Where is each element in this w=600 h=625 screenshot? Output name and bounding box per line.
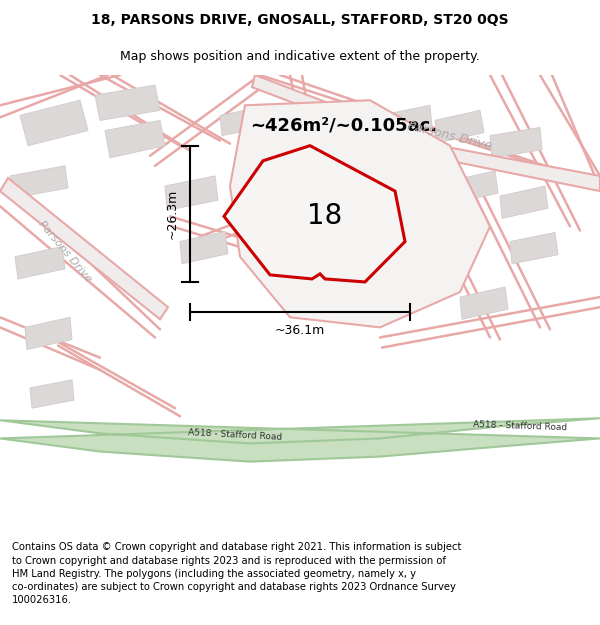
Polygon shape [30,380,74,408]
Polygon shape [490,127,542,158]
Polygon shape [20,100,88,146]
Polygon shape [105,121,165,158]
Text: ~426m²/~0.105ac.: ~426m²/~0.105ac. [250,116,437,134]
Text: 18, PARSONS DRIVE, GNOSALL, STAFFORD, ST20 0QS: 18, PARSONS DRIVE, GNOSALL, STAFFORD, ST… [91,13,509,27]
Polygon shape [25,318,72,349]
Polygon shape [95,85,160,121]
Text: Contains OS data © Crown copyright and database right 2021. This information is : Contains OS data © Crown copyright and d… [12,542,461,605]
Polygon shape [252,75,600,191]
Polygon shape [180,231,228,264]
Polygon shape [435,111,484,142]
Polygon shape [224,146,405,282]
Text: Parsons Drive: Parsons Drive [407,119,493,152]
Polygon shape [400,156,448,188]
Polygon shape [380,105,432,138]
Text: ~26.3m: ~26.3m [166,189,179,239]
Polygon shape [0,178,168,319]
Polygon shape [245,141,297,173]
Polygon shape [230,100,490,328]
Polygon shape [165,176,218,210]
Polygon shape [500,186,548,218]
Polygon shape [420,247,468,279]
Polygon shape [10,166,68,198]
Text: 18: 18 [307,202,343,231]
Polygon shape [220,105,272,136]
Polygon shape [0,418,600,462]
Text: Map shows position and indicative extent of the property.: Map shows position and indicative extent… [120,49,480,62]
Polygon shape [450,171,498,203]
Text: Parsons Drive: Parsons Drive [37,219,94,284]
Text: A518 - Stafford Road: A518 - Stafford Road [188,429,282,442]
Polygon shape [460,287,508,319]
Polygon shape [15,247,65,279]
Text: A518 - Stafford Road: A518 - Stafford Road [473,420,567,432]
Text: ~36.1m: ~36.1m [275,324,325,337]
Polygon shape [510,232,558,264]
